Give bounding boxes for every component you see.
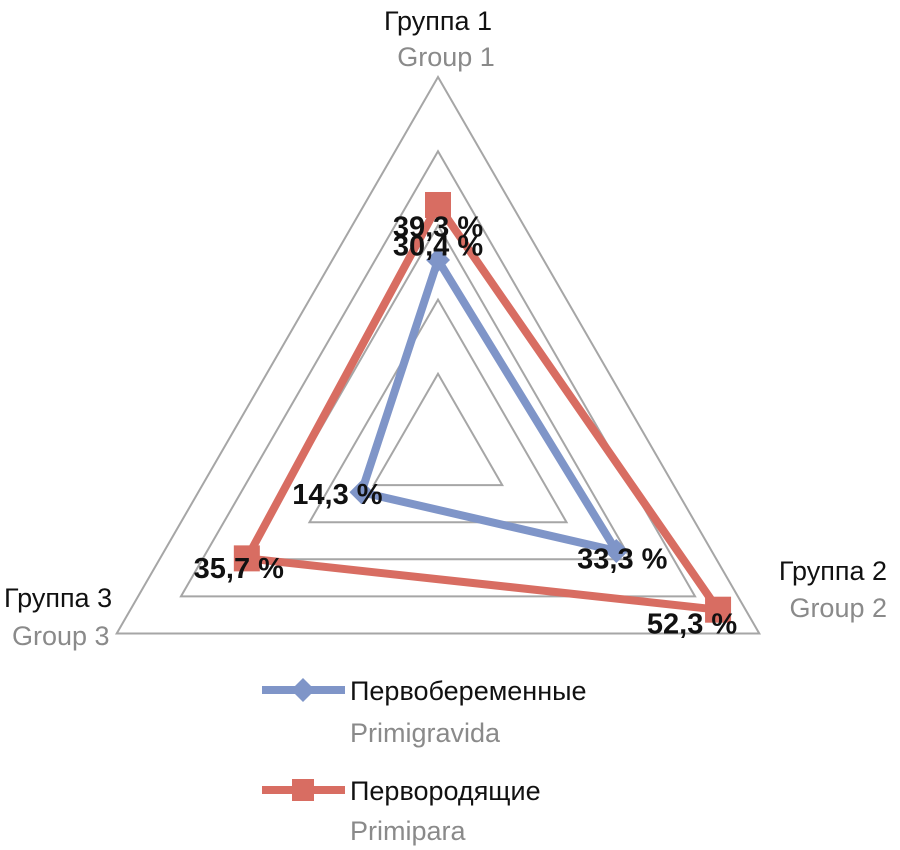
data-point-primigravida-group-2 (604, 538, 629, 563)
value-label-primigravida-group-3: 14,3 % (292, 479, 382, 511)
axis-labels: Группа 1 Group 1 Группа 2 Group 2 Группа… (4, 6, 887, 651)
legend: Первобеременные Primigravida Первородящи… (262, 676, 587, 846)
data-point-primipara-group-2 (705, 596, 732, 623)
radar-grid (114, 74, 762, 635)
value-label-primigravida-group-1: 30,4 % (393, 231, 483, 263)
legend-marker-diamond-icon (291, 678, 315, 702)
axis-label-group-1: Группа 1 (384, 6, 492, 36)
legend-item-primigravida[interactable]: Первобеременные Primigravida (262, 676, 587, 748)
value-label-primipara-group-3: 35,7 % (194, 553, 284, 585)
grid-ring-1 (372, 371, 504, 487)
value-label-primigravida-group-2: 33,3 % (577, 544, 667, 576)
series-layer (233, 191, 732, 623)
axis-label-group-2-en: Group 2 (789, 593, 887, 623)
legend-label-primigravida-en: Primigravida (350, 718, 501, 748)
data-point-primigravida-group-1 (426, 248, 450, 273)
grid-ring-5 (114, 74, 762, 635)
data-point-primipara-group-1 (425, 191, 451, 218)
axis-label-group-1-en: Group 1 (397, 42, 495, 72)
legend-marker-square-icon (292, 779, 314, 801)
legend-item-primipara[interactable]: Первородящие Primipara (262, 776, 541, 846)
axis-label-group-3: Группа 3 (4, 583, 112, 613)
data-point-primipara-group-3 (233, 545, 260, 572)
axis-label-group-2: Группа 2 (779, 556, 887, 586)
value-label-primipara-group-2: 52,3 % (647, 608, 737, 640)
axis-label-group-3-en: Group 3 (12, 621, 110, 651)
value-label-primipara-group-1: 39,3 % (393, 212, 483, 244)
value-labels: 30,4 % 33,3 % 14,3 % 39,3 % 52,3 % 35,7 % (194, 212, 738, 641)
data-point-primigravida-group-3 (349, 480, 374, 505)
grid-ring-2 (307, 297, 569, 524)
grid-ring-3 (243, 223, 633, 561)
legend-label-primipara-en: Primipara (350, 816, 467, 846)
series-line-primipara (242, 200, 723, 614)
series-line-primigravida (357, 256, 621, 555)
legend-label-primipara: Первородящие (350, 776, 541, 806)
legend-label-primigravida: Первобеременные (350, 676, 587, 706)
grid-ring-4 (179, 149, 697, 598)
